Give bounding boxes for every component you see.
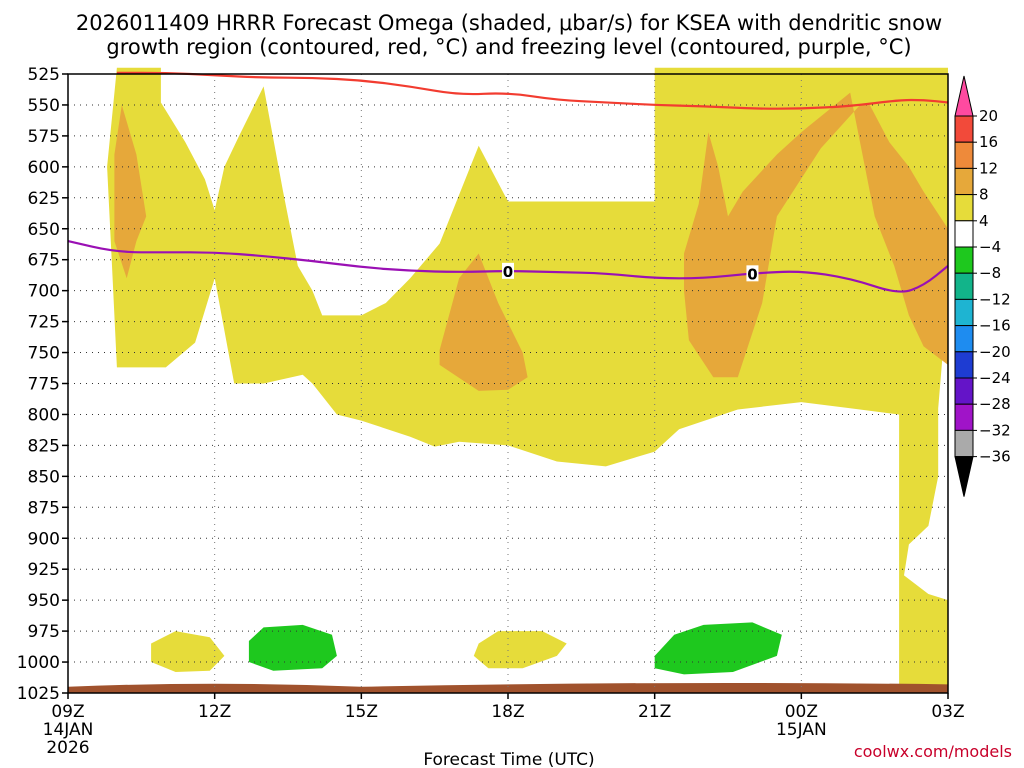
colorbar-band [954,220,974,248]
colorbar-label: 4 [979,212,989,230]
colorbar-band [954,377,974,405]
colorbar-band [954,194,974,222]
x-tick-label: 12Z [198,702,231,722]
chart-title-line1: 2026011409 HRRR Forecast Omega (shaded, … [76,11,942,35]
y-tick-label: 675 [28,251,60,271]
y-axis: 525 550 575 600 625 650 675 700 725 750 775 800 825 8… [17,65,68,704]
y-tick-label: 850 [28,467,60,487]
colorbar-band [954,167,974,196]
freezing-label-bg [502,262,514,279]
freezing-label-bg [746,265,759,282]
x-tick-label: 09Z [51,702,84,722]
colorbar-band [954,351,974,379]
colorbar-label: −24 [979,369,1011,387]
colorbar-label: −8 [979,264,1001,282]
y-tick-label: 825 [28,436,60,456]
y-tick-label: 750 [28,344,60,364]
colorbar-top-arrow [954,75,974,117]
colorbar-band [954,325,974,353]
x-tick-year-label: 2026 [46,738,89,758]
freezing-level-label: 0 [503,263,513,281]
colorbar-label: 20 [979,107,998,125]
colorbar-label: −16 [979,317,1011,335]
y-tick-label: 900 [28,529,60,549]
y-tick-label: 725 [28,313,60,333]
omega-shaded-region-1 [114,105,147,279]
colorbar-label: −28 [979,395,1011,413]
y-tick-label: 600 [28,158,60,178]
y-tick-label: 975 [28,622,60,642]
x-tick-label: 21Z [638,702,671,722]
y-tick-label: 550 [28,96,60,116]
colorbar-band [954,429,974,458]
omega-shaded-region-4 [151,631,225,672]
omega-shaded-region-5 [248,624,337,671]
chart-title-line2: growth region (contoured, red, °C) and f… [106,35,911,59]
y-tick-label: 1000 [17,653,60,673]
colorbar-label: −36 [979,448,1011,466]
y-tick-label: 925 [28,560,60,580]
omega-shaded-fields [107,67,949,694]
y-tick-label: 525 [28,65,60,85]
omega-shaded-region-2 [439,253,528,391]
x-tick-date-label: 14JAN [43,720,94,740]
dgz-contour-line [116,71,949,110]
colorbar-label: −12 [979,290,1011,308]
colorbar-label: −20 [979,343,1011,361]
colorbar-band [954,141,974,169]
y-tick-label: 700 [28,282,60,302]
omega-shaded-region-3 [684,92,948,378]
colorbar-label: 16 [979,133,998,151]
omega-shaded-region-6 [473,631,567,669]
x-tick-label: 18Z [491,702,524,722]
colorbar-band [954,246,974,274]
credit-text: coolwx.com/models [854,742,1012,761]
colorbar-label: 12 [979,159,998,177]
x-axis-label: Forecast Time (UTC) [423,750,594,768]
colorbar-label: 8 [979,186,989,204]
y-tick-label: 775 [28,375,60,395]
ground-fill [68,682,948,693]
x-tick-label: 00Z [785,702,818,722]
y-tick-label: 1025 [17,684,60,704]
y-tick-label: 800 [28,405,60,425]
y-tick-label: 625 [28,189,60,209]
x-tick-label: 15Z [345,702,378,722]
colorbar-band [954,115,974,143]
omega-shaded-region-0 [107,67,949,694]
colorbar-label: −4 [979,238,1001,256]
colorbar-band [954,298,974,327]
omega-shaded-region-7 [654,622,782,675]
ground-layer [68,682,948,693]
colorbar-band [954,403,974,431]
y-tick-label: 950 [28,591,60,611]
colorbar-band [954,272,974,300]
freezing-level-label: 0 [747,265,757,283]
y-tick-label: 875 [28,498,60,518]
colorbar: 20 16 12 8 4 −4 −8 −12 −16 −20 −24 −28 −32 −36 [954,75,1011,497]
y-tick-label: 650 [28,220,60,240]
x-tick-label: 03Z [931,702,964,722]
y-tick-label: 575 [28,127,60,147]
x-tick-date-label: 15JAN [776,720,827,740]
colorbar-bottom-arrow [954,456,974,497]
colorbar-label: −32 [979,421,1011,439]
